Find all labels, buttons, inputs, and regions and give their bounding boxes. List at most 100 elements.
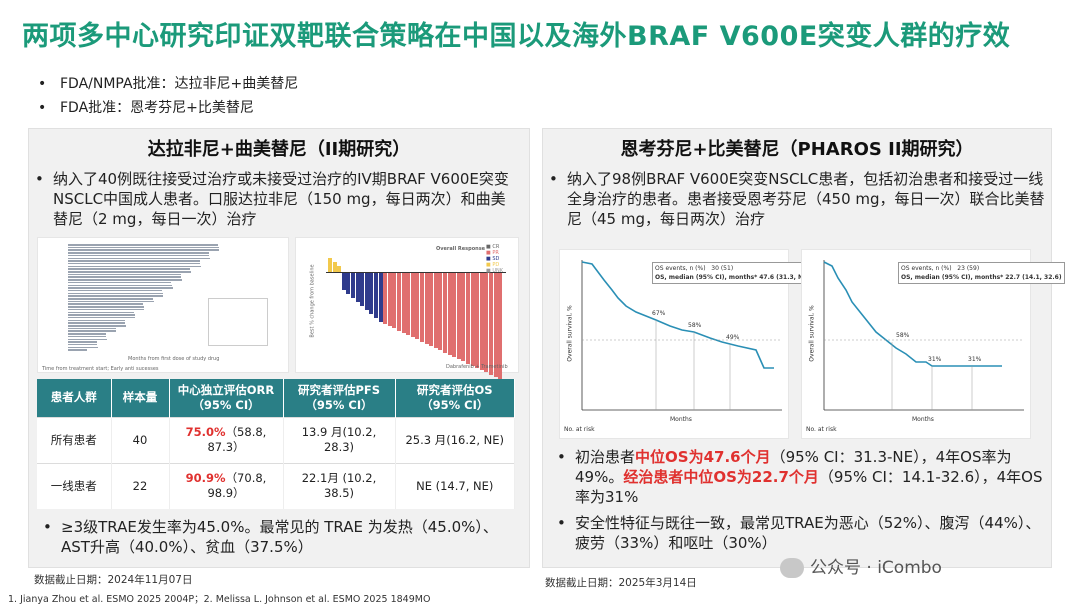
km2-xlabel: Months	[912, 416, 934, 423]
waterfall-bar	[447, 272, 452, 355]
swimmer-bar	[68, 292, 163, 295]
legend-pd: ■ PD	[486, 262, 500, 268]
th-os: 研究者评估OS（95% CI）	[395, 379, 515, 417]
waterfall-bar	[392, 272, 397, 329]
swimmer-bar	[68, 330, 117, 332]
waterfall-bar	[438, 272, 443, 351]
waterfall-bar	[470, 272, 475, 366]
swimmer-bar	[68, 273, 181, 276]
cell-group: 一线患者	[37, 462, 112, 509]
swimmer-bar	[68, 268, 191, 270]
efficacy-table: 患者人群 样本量 中心独立评估ORR（95% CI） 研究者评估PFS（95% …	[37, 379, 515, 509]
waterfall-bar	[452, 272, 457, 357]
waterfall-bar	[443, 272, 447, 353]
km-plot-treatment-naive: OS events, n (%) 30 (51) OS, median (95%…	[559, 249, 813, 439]
waterfall-bar	[341, 272, 346, 290]
cell-orr: 90.9%（70.8, 98.9）	[169, 462, 284, 509]
swimmer-bar	[68, 322, 126, 324]
km1-xlabel: Months	[670, 416, 692, 423]
swimmer-bar	[68, 279, 182, 281]
swimmer-bar	[68, 260, 200, 262]
cell-n: 40	[111, 416, 170, 463]
legend-sd: ■ SD	[486, 256, 500, 262]
waterfall-bar	[369, 272, 374, 314]
swimmer-bar	[68, 249, 220, 251]
km1-risk: No. at risk	[564, 426, 595, 433]
bullet-dot: •	[557, 448, 566, 466]
swimmer-bar	[68, 271, 191, 273]
swimmer-bar	[68, 308, 145, 311]
waterfall-bar	[364, 272, 369, 310]
waterfall-bar	[498, 272, 503, 379]
cell-pfs: 13.9 月(10.2, 28.3)	[283, 416, 396, 463]
waterfall-bar	[383, 272, 388, 324]
table-row: 所有患者 40 75.0%（58.8, 87.3） 13.9 月(10.2, 2…	[37, 416, 515, 463]
swimmer-bar	[68, 295, 164, 297]
km-curve-1	[581, 260, 782, 411]
swimmer-bar	[68, 265, 201, 268]
swimmer-bar	[68, 303, 144, 305]
km1-legend: OS events, n (%) 30 (51) OS, median (95%…	[652, 262, 813, 284]
right-intro-text: 纳入了98例BRAF V600E突变NSCLC患者，包括初治患者和接受过一线全身…	[567, 170, 1045, 228]
swimmer-bar	[68, 319, 125, 322]
right-intro: • 纳入了98例BRAF V600E突变NSCLC患者，包括初治患者和接受过一线…	[549, 169, 1045, 229]
right-panel-title: 恩考芬尼+比美替尼（PHAROS II期研究）	[620, 139, 974, 160]
bullet-dot: •	[549, 170, 558, 188]
right-safety-text: 安全性特征与既往一致，最常见TRAE为恶心（52%）、腹泻（44%）、疲劳（33…	[575, 514, 1041, 552]
waterfall-bar	[378, 272, 383, 322]
waterfall-bar	[461, 272, 466, 362]
swimmer-bar	[68, 281, 172, 284]
wechat-icon	[780, 558, 804, 578]
waterfall-bar	[415, 272, 420, 340]
slide-title: 两项多中心研究印证双靶联合策略在中国以及海外BRAF V600E突变人群的疗效	[22, 21, 1011, 52]
swimmer-bar	[68, 289, 163, 292]
km2-mark-2: 31%	[928, 356, 942, 363]
waterfall-bar	[346, 272, 351, 294]
waterfall-bar	[479, 272, 484, 371]
km2-ylabel: Overall survival, %	[808, 305, 816, 362]
legend-cr: ■ CR	[486, 244, 500, 250]
left-trae-text: ≥3级TRAE发生率为45.0%。最常见的 TRAE 为发热（45.0%）、AS…	[61, 518, 498, 556]
swimmer-bar	[68, 252, 209, 254]
approval-list: FDA/NMPA批准：达拉非尼+曲美替尼 FDA批准：恩考芬尼+比美替尼	[38, 72, 298, 120]
swimmer-bar	[68, 343, 98, 346]
left-trae: • ≥3级TRAE发生率为45.0%。最常见的 TRAE 为发热（45.0%）、…	[43, 517, 517, 557]
waterfall-bar	[420, 272, 424, 342]
swimmer-bar	[68, 346, 98, 349]
swimmer-bar	[68, 335, 107, 338]
waterfall-bar	[351, 272, 355, 298]
left-cutoff: 数据截止日期：2024年11月07日	[34, 574, 193, 586]
cell-os: 25.3 月(16.2, NE)	[395, 416, 515, 463]
km2-legend: OS events, n (%) 23 (59) OS, median (95%…	[898, 262, 1065, 284]
km2-mark-3: 31%	[968, 356, 982, 363]
waterfall-bar	[332, 262, 337, 272]
swimmer-bar	[68, 327, 116, 330]
swimmer-bar	[68, 325, 126, 327]
swimmer-plot: Months from first dose of study drug Tim…	[37, 237, 289, 373]
legend-unk: ■ UNK	[486, 268, 504, 274]
table-row: 一线患者 22 90.9%（70.8, 98.9） 22.1月 (10.2, 3…	[37, 462, 515, 509]
bullet-dot: •	[557, 514, 566, 532]
right-os-result: • 初治患者中位OS为47.6个月（95% CI：31.3-NE），4年OS率为…	[557, 448, 1043, 506]
th-orr: 中心独立评估ORR（95% CI）	[169, 379, 284, 417]
waterfall-bar	[424, 272, 429, 344]
cell-n: 22	[111, 462, 170, 509]
waterfall-bar	[489, 272, 493, 375]
approval-item: FDA批准：恩考芬尼+比美替尼	[38, 96, 298, 120]
watermark: 公众号 · iCombo	[780, 553, 942, 578]
right-cutoff: 数据截止日期：2025年3月14日	[545, 577, 697, 589]
km1-mark-1: 67%	[652, 310, 666, 317]
legend-pr: ■ PR	[486, 250, 499, 256]
swimmer-bar	[68, 349, 88, 351]
km-curve-2	[823, 260, 1024, 411]
waterfall-bar	[456, 272, 461, 360]
km1-mark-2: 58%	[688, 322, 702, 329]
km-plot-pretreated: OS events, n (%) 23 (59) OS, median (95%…	[801, 249, 1065, 439]
km2-mark-1: 58%	[896, 332, 910, 339]
swimmer-bar	[68, 314, 135, 316]
waterfall-ylabel: Best % change from baseline	[309, 264, 316, 338]
waterfall-legend: ■ CR ■ PR ■ SD ■ PD ■ UNK	[486, 244, 503, 274]
waterfall-bar	[410, 272, 415, 338]
cell-os: NE (14.7, NE)	[395, 462, 515, 509]
swimmer-bar	[68, 300, 154, 303]
